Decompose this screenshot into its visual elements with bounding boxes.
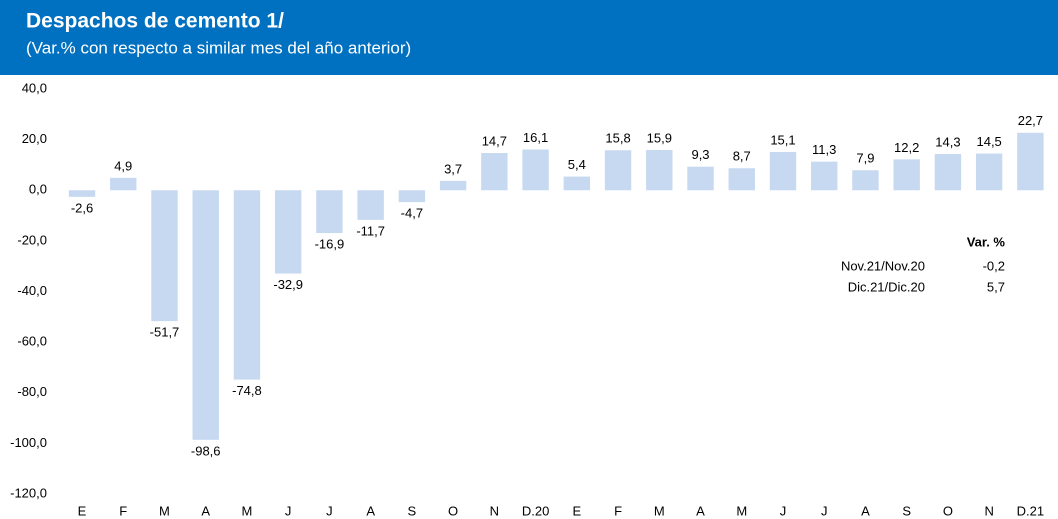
- x-tick-label: J: [326, 503, 333, 518]
- bar: [439, 180, 467, 191]
- x-tick-label: M: [242, 503, 253, 518]
- x-tick-label: O: [943, 503, 953, 518]
- bar: [893, 159, 920, 191]
- data-label: 11,3: [812, 142, 836, 157]
- x-tick-label: M: [736, 503, 747, 518]
- data-label: 7,9: [856, 151, 874, 166]
- data-label: -74,8: [232, 383, 262, 398]
- y-tick-label: 0,0: [29, 182, 47, 197]
- bar: [811, 161, 838, 191]
- x-tick-label: M: [159, 503, 170, 518]
- bar: [646, 150, 673, 191]
- y-tick-label: -40,0: [17, 283, 47, 298]
- x-tick-label: S: [408, 503, 417, 518]
- x-tick-label: D.20: [522, 503, 549, 518]
- x-tick-label: D.21: [1017, 503, 1044, 518]
- data-label: -4,7: [401, 206, 423, 221]
- bar: [522, 149, 549, 191]
- data-label: 14,7: [482, 133, 507, 148]
- data-label: -2,6: [71, 200, 93, 215]
- inset-value: 5,7: [987, 279, 1005, 294]
- data-label: -32,9: [273, 277, 303, 292]
- data-label: 14,5: [976, 134, 1001, 149]
- x-tick-label: N: [984, 503, 993, 518]
- data-label: 3,7: [444, 161, 462, 176]
- x-tick-label: A: [201, 503, 210, 518]
- bar: [357, 190, 384, 220]
- bar: [769, 152, 797, 191]
- bar: [274, 190, 302, 274]
- inset-header: Var. %: [967, 234, 1006, 249]
- bar: [934, 154, 962, 191]
- x-tick-label: M: [654, 503, 665, 518]
- bar: [110, 177, 137, 191]
- bar: [563, 176, 591, 191]
- x-tick-label: S: [902, 503, 911, 518]
- data-label: 8,7: [733, 149, 751, 164]
- x-tick-label: E: [572, 503, 581, 518]
- y-tick-label: -80,0: [17, 384, 47, 399]
- bar: [68, 190, 96, 197]
- x-tick-label: F: [119, 503, 127, 518]
- bar: [1017, 132, 1044, 191]
- x-tick-label: N: [490, 503, 499, 518]
- y-tick-label: 40,0: [22, 80, 47, 95]
- y-tick-label: -60,0: [17, 334, 47, 349]
- y-tick-label: -20,0: [17, 232, 47, 247]
- x-tick-label: F: [614, 503, 622, 518]
- y-tick-label: -100,0: [10, 435, 47, 450]
- data-label: -11,7: [356, 223, 385, 238]
- bar: [728, 168, 755, 191]
- x-tick-label: A: [861, 503, 870, 518]
- bar: [316, 190, 343, 234]
- chart-subtitle: (Var.% con respecto a similar mes del añ…: [26, 38, 411, 57]
- data-label: -16,9: [315, 236, 345, 251]
- x-tick-label: J: [285, 503, 292, 518]
- x-tick-label: J: [780, 503, 787, 518]
- data-label: 15,1: [770, 132, 795, 147]
- x-tick-label: E: [78, 503, 87, 518]
- data-label: 14,3: [935, 134, 960, 149]
- bar: [398, 190, 426, 203]
- y-tick-label: 20,0: [22, 131, 47, 146]
- header-band: [0, 0, 1058, 75]
- inset-label: Dic.21/Dic.20: [848, 279, 925, 294]
- data-label: 15,9: [647, 130, 672, 145]
- chart-title: Despachos de cemento 1/: [26, 10, 284, 33]
- x-tick-label: A: [366, 503, 375, 518]
- data-label: 15,8: [605, 131, 630, 146]
- bar: [192, 190, 219, 440]
- data-label: -51,7: [150, 325, 180, 340]
- data-label: 12,2: [894, 140, 919, 155]
- x-tick-label: O: [448, 503, 458, 518]
- bar: [975, 153, 1003, 191]
- inset-label: Nov.21/Nov.20: [841, 258, 925, 273]
- x-tick-label: J: [821, 503, 828, 518]
- data-label: 16,1: [523, 130, 548, 145]
- bar: [481, 153, 508, 191]
- data-label: 4,9: [114, 158, 132, 173]
- bar: [151, 190, 178, 322]
- data-label: 9,3: [691, 147, 709, 162]
- bar: [687, 166, 714, 191]
- data-label: 22,7: [1018, 113, 1043, 128]
- data-label: 5,4: [568, 157, 586, 172]
- bar: [604, 150, 632, 191]
- data-label: -98,6: [191, 443, 221, 458]
- y-tick-label: -120,0: [10, 485, 47, 500]
- inset-value: -0,2: [983, 258, 1005, 273]
- x-tick-label: A: [696, 503, 705, 518]
- bar: [852, 170, 879, 191]
- bar: [233, 190, 261, 380]
